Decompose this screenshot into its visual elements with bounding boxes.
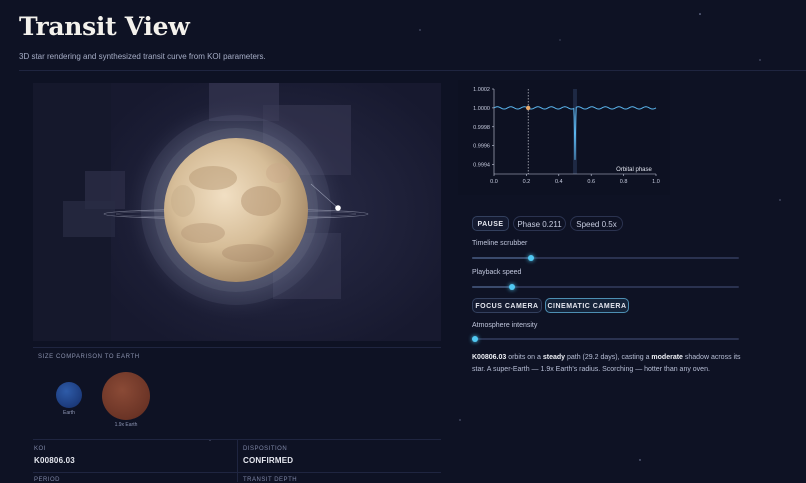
timeline-scrubber-slider[interactable] — [472, 255, 739, 261]
y-tick-label: 0.9996 — [473, 144, 490, 150]
light-curve-line — [493, 106, 657, 160]
koi-label: KOI — [34, 446, 46, 452]
description-shadow-word: moderate — [651, 354, 683, 361]
speed-readout-chip: Speed 0.5x — [570, 216, 623, 231]
atmosphere-intensity-label: Atmosphere intensity — [472, 322, 538, 329]
x-tick-label: 0.2 — [523, 179, 531, 185]
timeline-scrubber-handle[interactable] — [527, 255, 534, 261]
playback-speed-label: Playback speed — [472, 269, 522, 276]
header-divider — [19, 70, 806, 71]
playback-speed-slider[interactable] — [472, 284, 739, 290]
star-render-viewport[interactable] — [33, 83, 441, 341]
planet-marker — [335, 205, 341, 211]
y-tick-label: 1.0002 — [473, 87, 490, 93]
transit-window-band — [573, 89, 577, 174]
description-koi: K00806.03 — [472, 354, 507, 361]
period-label: PERIOD — [34, 477, 61, 483]
cinematic-camera-button[interactable]: CINEMATIC CAMERA — [545, 298, 629, 313]
x-tick-label: 1.0 — [652, 179, 660, 185]
planet-size-label: 1.9x Earth — [114, 422, 138, 428]
facts-column-divider — [237, 440, 238, 482]
current-phase-point — [525, 105, 531, 111]
page-title: Transit View — [19, 12, 190, 41]
earth-size-label: Earth — [63, 410, 75, 416]
size-comparison-heading: SIZE COMPARISON TO EARTH — [38, 354, 140, 360]
playback-speed-handle[interactable] — [509, 284, 516, 290]
x-tick-label: 0.6 — [587, 179, 595, 185]
disposition-label: DISPOSITION — [243, 446, 288, 452]
y-tick-label: 1.0000 — [473, 106, 490, 112]
light-curve-svg: 1.0002 1.0000 0.9998 0.9996 0.9994 0.0 0.2 0.4 0… — [458, 80, 670, 195]
x-tick-label: 0.0 — [490, 179, 498, 185]
chart-background — [458, 80, 670, 195]
facts-divider — [33, 439, 441, 440]
focus-camera-button[interactable]: FOCUS CAMERA — [472, 298, 542, 313]
section-divider — [33, 347, 441, 348]
earth-size-circle — [56, 382, 82, 408]
timeline-scrubber-label: Timeline scrubber — [472, 240, 528, 247]
description-orbit-word: steady — [542, 354, 566, 361]
atmosphere-intensity-handle[interactable] — [471, 336, 478, 342]
y-tick-label: 0.9994 — [473, 163, 490, 169]
koi-value: K00806.03 — [34, 456, 75, 465]
y-tick-label: 0.9998 — [473, 125, 490, 131]
atmosphere-intensity-slider[interactable] — [471, 336, 739, 342]
pause-button[interactable]: PAUSE — [472, 216, 509, 231]
transit-depth-label: TRANSIT DEPTH — [243, 477, 298, 483]
planet-description: K00806.03 orbits on a steady path (29.2 … — [472, 354, 741, 373]
phase-readout-chip: Phase 0.211 — [513, 216, 566, 231]
x-axis-title: Orbital phase — [616, 167, 652, 173]
x-tick-label: 0.4 — [555, 179, 563, 185]
disposition-value: CONFIRMED — [243, 456, 294, 465]
timeline-scrubber-fill — [472, 257, 531, 259]
transit-light-curve-chart: 1.0002 1.0000 0.9998 0.9996 0.9994 0.0 0.2 0.4 0… — [458, 80, 670, 195]
planet-size-circle — [102, 372, 150, 420]
facts-row-divider — [33, 472, 441, 473]
star-render-canvas — [33, 83, 441, 341]
playback-speed-fill — [472, 286, 513, 288]
page-subtitle: 3D star rendering and synthesized transi… — [19, 52, 266, 61]
x-tick-label: 0.8 — [620, 179, 628, 185]
